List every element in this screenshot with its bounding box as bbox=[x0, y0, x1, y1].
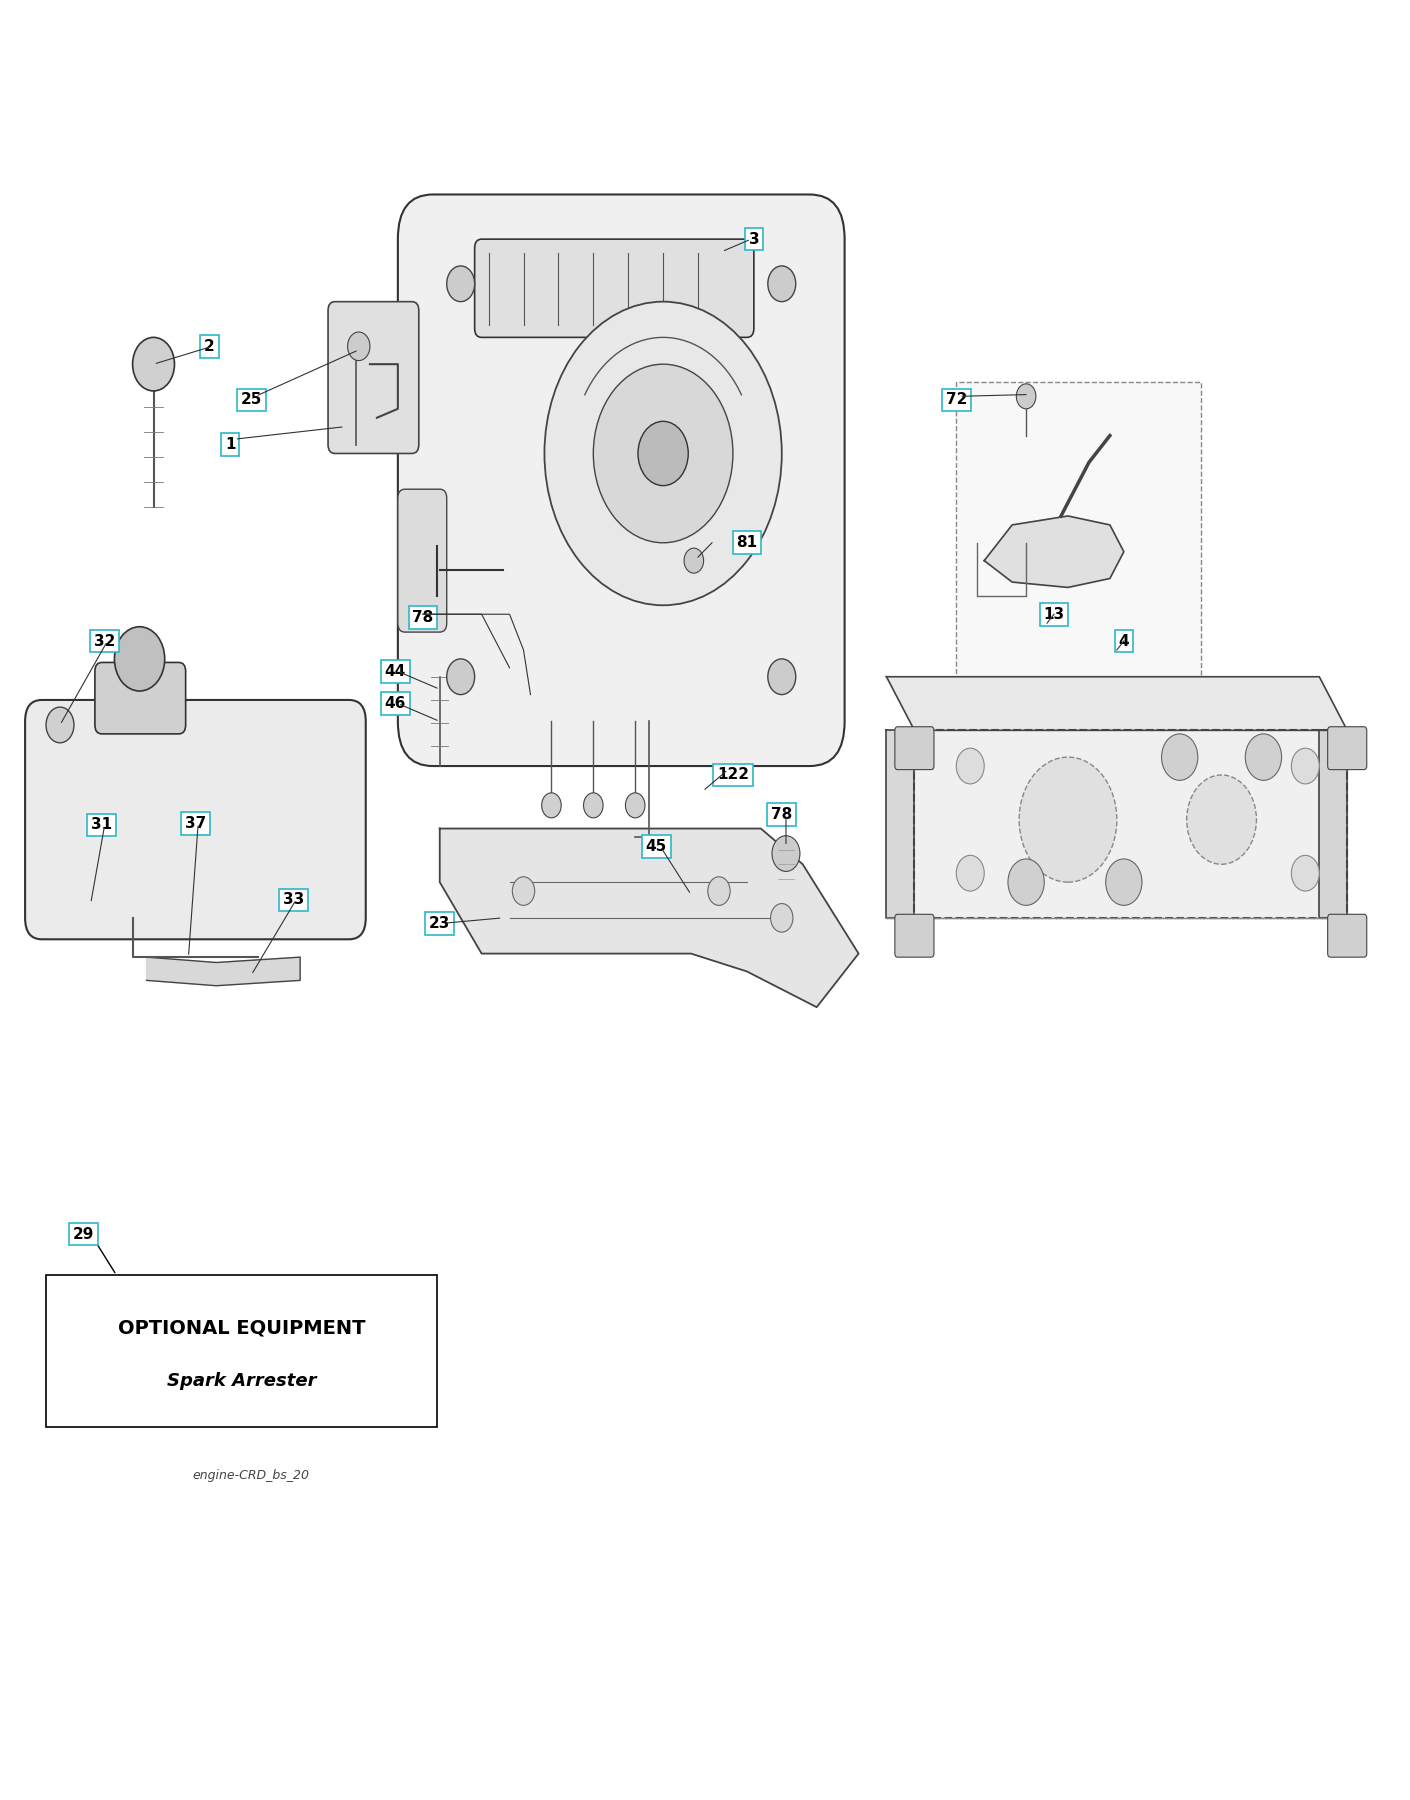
Polygon shape bbox=[1320, 731, 1347, 918]
FancyBboxPatch shape bbox=[47, 1274, 437, 1427]
Circle shape bbox=[512, 877, 534, 905]
Text: 4: 4 bbox=[1118, 634, 1129, 648]
Circle shape bbox=[1017, 383, 1036, 409]
Circle shape bbox=[447, 659, 475, 695]
Polygon shape bbox=[984, 517, 1124, 587]
Text: OPTIONAL EQUIPMENT: OPTIONAL EQUIPMENT bbox=[118, 1319, 365, 1337]
Circle shape bbox=[1008, 859, 1045, 905]
Text: 31: 31 bbox=[92, 817, 113, 832]
FancyBboxPatch shape bbox=[398, 194, 845, 767]
Circle shape bbox=[541, 792, 561, 817]
Circle shape bbox=[708, 877, 730, 905]
Text: 72: 72 bbox=[946, 392, 967, 407]
Text: 78: 78 bbox=[771, 806, 792, 823]
Text: 37: 37 bbox=[185, 815, 206, 830]
Circle shape bbox=[1105, 859, 1142, 905]
FancyBboxPatch shape bbox=[1328, 914, 1366, 958]
FancyBboxPatch shape bbox=[956, 382, 1201, 695]
Text: 25: 25 bbox=[241, 392, 262, 407]
Circle shape bbox=[1245, 734, 1282, 781]
Text: 13: 13 bbox=[1043, 607, 1065, 621]
FancyBboxPatch shape bbox=[329, 302, 419, 454]
Circle shape bbox=[447, 266, 475, 302]
Text: 29: 29 bbox=[73, 1226, 94, 1242]
Text: 44: 44 bbox=[385, 664, 406, 679]
Text: 1: 1 bbox=[226, 437, 235, 452]
FancyBboxPatch shape bbox=[895, 727, 933, 770]
Polygon shape bbox=[147, 958, 300, 986]
Text: 23: 23 bbox=[429, 916, 450, 931]
Circle shape bbox=[1292, 749, 1320, 785]
Polygon shape bbox=[887, 677, 1347, 731]
Circle shape bbox=[684, 549, 704, 572]
Circle shape bbox=[771, 904, 792, 932]
Circle shape bbox=[47, 707, 73, 743]
FancyBboxPatch shape bbox=[475, 239, 754, 337]
Text: Spark Arrester: Spark Arrester bbox=[166, 1372, 316, 1390]
Text: 45: 45 bbox=[646, 839, 667, 853]
Circle shape bbox=[594, 364, 733, 544]
Text: 2: 2 bbox=[204, 338, 214, 355]
Circle shape bbox=[1292, 855, 1320, 891]
FancyBboxPatch shape bbox=[398, 490, 447, 632]
Circle shape bbox=[1162, 734, 1198, 781]
Text: 81: 81 bbox=[736, 535, 757, 551]
Circle shape bbox=[1187, 776, 1256, 864]
Polygon shape bbox=[887, 731, 915, 918]
Circle shape bbox=[768, 659, 795, 695]
Text: engine-CRD_bs_20: engine-CRD_bs_20 bbox=[193, 1469, 310, 1481]
FancyBboxPatch shape bbox=[895, 914, 933, 958]
Polygon shape bbox=[915, 731, 1347, 918]
FancyBboxPatch shape bbox=[1328, 727, 1366, 770]
Circle shape bbox=[348, 331, 369, 360]
Circle shape bbox=[584, 792, 603, 817]
Text: GHS: GHS bbox=[515, 625, 812, 747]
Text: 46: 46 bbox=[385, 697, 406, 711]
Circle shape bbox=[133, 337, 175, 391]
Text: 78: 78 bbox=[412, 610, 434, 625]
Circle shape bbox=[626, 792, 644, 817]
FancyBboxPatch shape bbox=[94, 662, 186, 734]
Circle shape bbox=[114, 626, 165, 691]
Circle shape bbox=[1019, 758, 1117, 882]
Text: 122: 122 bbox=[716, 767, 749, 783]
Circle shape bbox=[768, 266, 795, 302]
Text: 33: 33 bbox=[282, 893, 303, 907]
Polygon shape bbox=[440, 828, 859, 1008]
Text: 32: 32 bbox=[94, 634, 116, 648]
Circle shape bbox=[544, 302, 781, 605]
Circle shape bbox=[956, 749, 984, 785]
Circle shape bbox=[773, 835, 799, 871]
Text: 3: 3 bbox=[749, 232, 759, 247]
Circle shape bbox=[956, 855, 984, 891]
Circle shape bbox=[637, 421, 688, 486]
FancyBboxPatch shape bbox=[25, 700, 365, 940]
